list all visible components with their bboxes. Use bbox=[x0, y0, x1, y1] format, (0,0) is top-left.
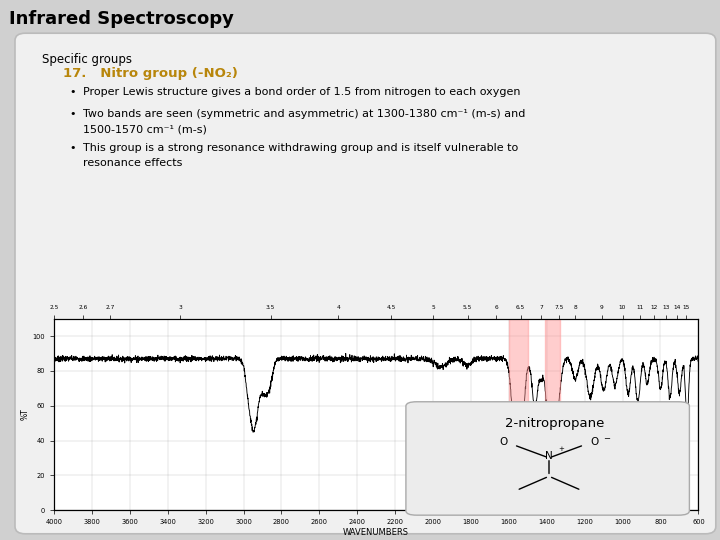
Text: +: + bbox=[558, 446, 564, 453]
Text: 17.   Nitro group (-NO₂): 17. Nitro group (-NO₂) bbox=[63, 68, 238, 80]
Text: O: O bbox=[591, 437, 599, 447]
Text: 2-nitropropane: 2-nitropropane bbox=[505, 417, 604, 430]
Y-axis label: %T: %T bbox=[21, 409, 30, 420]
Text: Proper Lewis structure gives a bond order of 1.5 from nitrogen to each oxygen: Proper Lewis structure gives a bond orde… bbox=[83, 86, 521, 97]
FancyBboxPatch shape bbox=[15, 33, 716, 534]
Bar bbox=[509, 319, 528, 510]
Text: •: • bbox=[69, 86, 76, 97]
Text: •: • bbox=[69, 109, 76, 119]
Text: Two bands are seen (symmetric and asymmetric) at 1300-1380 cm⁻¹ (m-s) and: Two bands are seen (symmetric and asymme… bbox=[83, 109, 526, 119]
Text: resonance effects: resonance effects bbox=[83, 158, 182, 168]
Text: −: − bbox=[603, 434, 611, 443]
Text: O: O bbox=[499, 437, 507, 447]
Text: •: • bbox=[69, 143, 76, 153]
Text: This group is a strong resonance withdrawing group and is itself vulnerable to: This group is a strong resonance withdra… bbox=[83, 143, 518, 153]
FancyBboxPatch shape bbox=[406, 402, 690, 515]
Bar bbox=[545, 319, 560, 510]
Text: Infrared Spectroscopy: Infrared Spectroscopy bbox=[9, 10, 234, 28]
Text: N: N bbox=[545, 451, 553, 461]
Text: 1500-1570 cm⁻¹ (m-s): 1500-1570 cm⁻¹ (m-s) bbox=[83, 124, 207, 134]
X-axis label: WAVENUMBERS: WAVENUMBERS bbox=[343, 528, 409, 537]
Text: Specific groups: Specific groups bbox=[42, 53, 132, 66]
